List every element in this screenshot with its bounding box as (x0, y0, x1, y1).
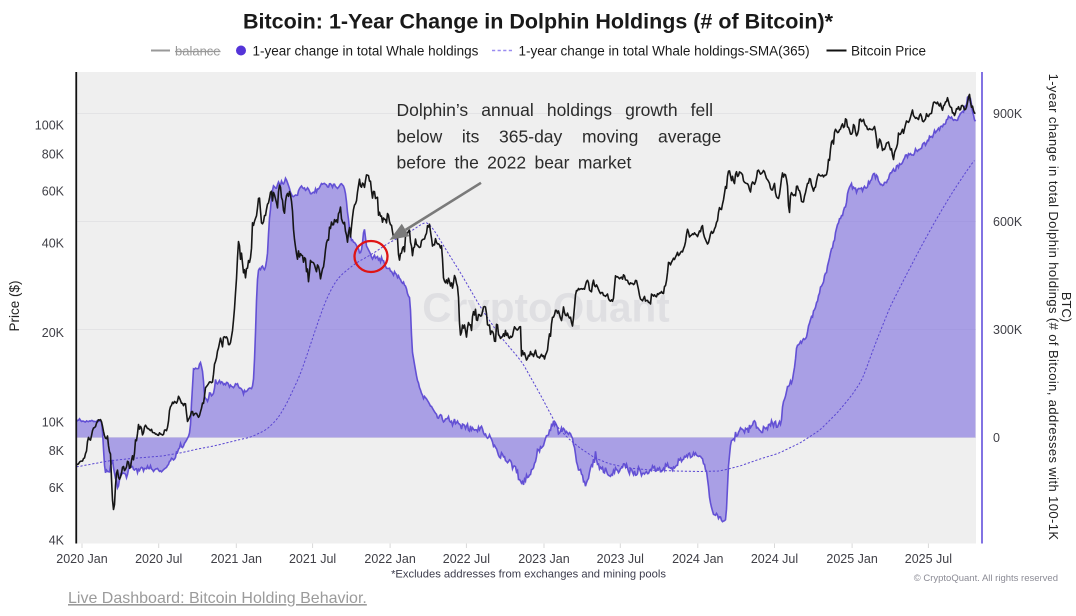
svg-text:2025 Jul: 2025 Jul (905, 552, 952, 566)
svg-text:2020 Jul: 2020 Jul (135, 552, 182, 566)
svg-text:2023 Jan: 2023 Jan (518, 552, 569, 566)
svg-text:2024 Jan: 2024 Jan (672, 552, 723, 566)
svg-text:100K: 100K (35, 119, 65, 133)
svg-text:2023 Jul: 2023 Jul (597, 552, 644, 566)
svg-text:Price ($): Price ($) (7, 280, 22, 331)
svg-text:before the 2022 bear market: before the 2022 bear market (397, 153, 632, 173)
svg-text:4K: 4K (49, 533, 65, 547)
svg-text:*Excludes addresses from excha: *Excludes addresses from exchanges and m… (391, 569, 666, 581)
svg-text:2025 Jan: 2025 Jan (826, 552, 877, 566)
svg-text:2020 Jan: 2020 Jan (56, 552, 107, 566)
svg-text:Dolphin’s annual holdings grow: Dolphin’s annual holdings growth fell (397, 100, 714, 120)
svg-text:900K: 900K (993, 107, 1023, 121)
svg-text:60K: 60K (42, 184, 65, 198)
svg-text:Bitcoin Price: Bitcoin Price (851, 44, 926, 59)
svg-text:20K: 20K (42, 326, 65, 340)
svg-text:1-year change in total Dolphin: 1-year change in total Dolphin holdings … (1046, 74, 1061, 541)
svg-text:1-year change in total Whale h: 1-year change in total Whale holdings (253, 44, 479, 59)
svg-text:2022 Jan: 2022 Jan (364, 552, 415, 566)
svg-text:CryptoQuant: CryptoQuant (422, 285, 670, 331)
svg-text:2021 Jul: 2021 Jul (289, 552, 336, 566)
svg-text:80K: 80K (42, 147, 65, 161)
svg-text:6K: 6K (49, 481, 65, 495)
svg-text:1-year change in total Whale h: 1-year change in total Whale holdings-SM… (519, 44, 810, 59)
svg-text:8K: 8K (49, 444, 65, 458)
svg-text:2021 Jan: 2021 Jan (211, 552, 262, 566)
svg-text:BTC): BTC) (1059, 292, 1074, 322)
svg-text:below its 365-day moving avera: below its 365-day moving average (397, 127, 722, 147)
svg-text:0: 0 (993, 431, 1000, 445)
svg-text:300K: 300K (993, 323, 1023, 337)
svg-text:balance: balance (175, 44, 221, 59)
svg-text:© CryptoQuant. All rights rese: © CryptoQuant. All rights reserved (914, 573, 1058, 584)
svg-text:10K: 10K (42, 415, 65, 429)
svg-text:2024 Jul: 2024 Jul (751, 552, 798, 566)
svg-text:2022 Jul: 2022 Jul (443, 552, 490, 566)
svg-text:40K: 40K (42, 237, 65, 251)
svg-text:Live Dashboard: Bitcoin Holdin: Live Dashboard: Bitcoin Holding Behavior… (68, 590, 367, 607)
svg-text:600K: 600K (993, 215, 1023, 229)
svg-text:Bitcoin: 1-Year Change in Dolp: Bitcoin: 1-Year Change in Dolphin Holdin… (243, 10, 834, 34)
